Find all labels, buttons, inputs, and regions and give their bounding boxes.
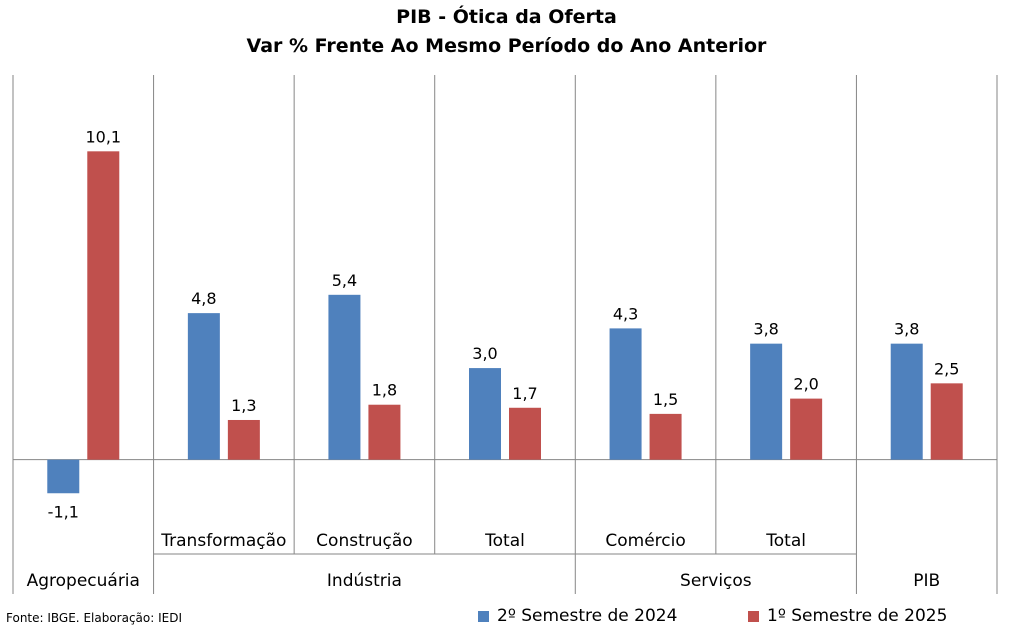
bar-series-1	[890, 343, 923, 460]
data-label-series-1: -1,1	[48, 502, 79, 521]
bar-series-1	[609, 328, 642, 460]
legend-label-series-1: 2º Semestre de 2024	[497, 606, 678, 626]
source-note: Fonte: IBGE. Elaboração: IEDI	[6, 611, 183, 625]
chart-subtitle: Var % Frente Ao Mesmo Período do Ano Ant…	[246, 35, 767, 57]
group-label: Indústria	[327, 571, 402, 591]
category-tick-label: Comércio	[605, 531, 685, 551]
bar-series-2	[368, 404, 401, 460]
bar-series-1	[469, 368, 501, 460]
legend-item-series-1: 2º Semestre de 2024	[478, 606, 677, 626]
data-label-series-2: 1,7	[512, 384, 537, 403]
data-label-series-1: 4,3	[613, 304, 638, 323]
category-tick-label: Transformação	[160, 531, 286, 551]
data-label-series-1: 3,8	[753, 320, 778, 339]
chart-title: PIB - Ótica da Oferta	[396, 6, 617, 28]
bar-series-1	[47, 459, 80, 494]
data-label-series-2: 1,8	[372, 381, 397, 400]
data-label-series-1: 3,0	[472, 344, 497, 363]
bar-series-1	[187, 313, 220, 460]
bar-series-2	[87, 151, 120, 460]
category-tick-label: Construção	[316, 531, 413, 551]
bar-series-2	[790, 398, 823, 460]
bar-series-2	[930, 383, 963, 460]
bar-series-2	[509, 407, 541, 460]
bar-series-1	[328, 294, 361, 460]
legend-label-series-2: 1º Semestre de 2025	[767, 606, 948, 626]
data-label-series-2: 1,5	[653, 390, 678, 409]
data-label-series-2: 10,1	[85, 127, 121, 146]
data-label-series-1: 5,4	[332, 271, 357, 290]
bar-series-1	[750, 343, 783, 460]
group-label: Serviços	[680, 571, 752, 591]
data-label-series-2: 1,3	[231, 396, 256, 415]
category-tick-label: Total	[765, 531, 806, 551]
group-label: Agropecuária	[27, 571, 140, 591]
bar-series-2	[649, 413, 682, 460]
legend-item-series-2: 1º Semestre de 2025	[748, 606, 947, 626]
category-tick-label: Total	[484, 531, 525, 551]
data-label-series-2: 2,5	[934, 359, 959, 378]
data-label-series-1: 3,8	[894, 320, 919, 339]
legend-swatch-series-2	[748, 610, 759, 622]
data-label-series-1: 4,8	[191, 289, 216, 308]
bar-series-2	[227, 419, 260, 460]
legend-swatch-series-1	[478, 610, 489, 622]
data-label-series-2: 2,0	[793, 375, 818, 394]
group-label: PIB	[913, 571, 940, 591]
